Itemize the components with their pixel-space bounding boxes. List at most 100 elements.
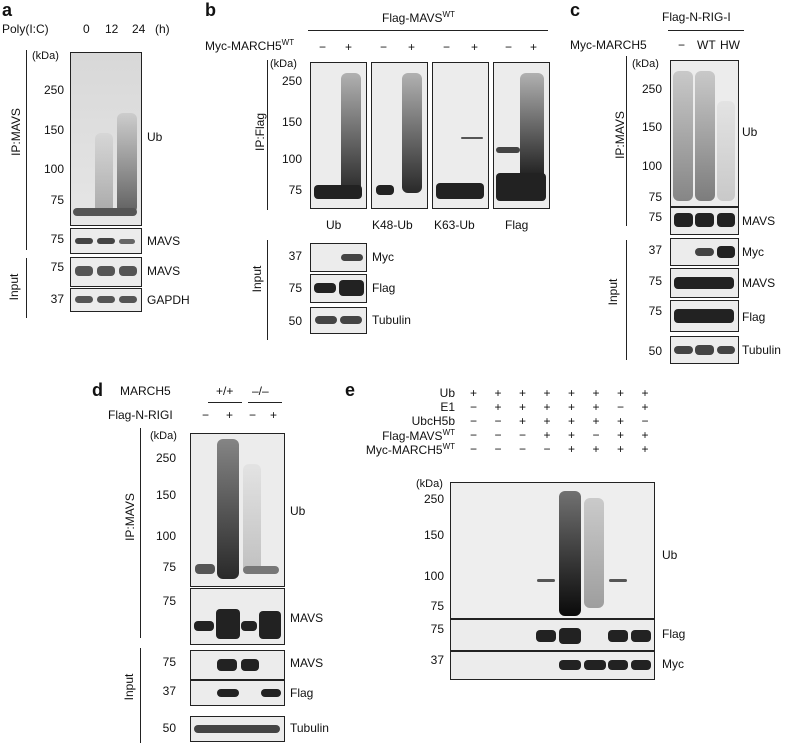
- flag-n-rig-i-label: Flag-N-RIG-I: [662, 10, 731, 24]
- lane-label-k48ub: K48-Ub: [372, 218, 413, 232]
- blot-label-e-myc: Myc: [662, 657, 684, 671]
- input-label-c: Input: [606, 278, 620, 306]
- condition-label-text: UbcH5b: [411, 414, 455, 428]
- blot-label-d-mavs: MAVS: [290, 611, 324, 625]
- sign-b-4: +: [408, 40, 416, 54]
- marker-c-150: 150: [641, 120, 662, 134]
- condition-sign: +: [641, 400, 649, 414]
- marker-d-250: 250: [155, 451, 176, 465]
- condition-label-text: Ub: [439, 386, 455, 400]
- blot-d-mavs: [190, 588, 285, 645]
- myc-march5-text: Myc-MARCH5: [205, 39, 282, 53]
- ip-label-c: IP:MAVS: [613, 111, 627, 159]
- sign-b-6: +: [471, 40, 479, 54]
- condition-sign: +: [543, 386, 551, 400]
- kda-label: (kDa): [32, 50, 59, 62]
- blot-label-input-mavs: MAVS: [147, 264, 181, 278]
- blot-label-e-flag: Flag: [662, 627, 686, 641]
- blot-d-ub: [190, 433, 285, 587]
- marker-d-mavs: 75: [162, 594, 176, 608]
- blot-label-c-myc: Myc: [742, 245, 764, 259]
- blot-label-c-tubulin: Tubulin: [742, 343, 781, 357]
- condition-sign: −: [494, 414, 502, 428]
- condition-sign: +: [592, 442, 600, 456]
- condition-sign: +: [641, 442, 649, 456]
- lane-c-hw: HW: [720, 38, 740, 52]
- condition-sign: +: [568, 400, 576, 414]
- condition-sign: +: [568, 414, 576, 428]
- marker-b-150: 150: [281, 115, 302, 129]
- ip-label-b: IP:Flag: [253, 113, 267, 152]
- marker-c-50: 50: [648, 344, 662, 358]
- marker-250: 250: [43, 83, 64, 97]
- marker-b-250: 250: [281, 74, 302, 88]
- condition-sign: +: [519, 414, 527, 428]
- kda-label-e: (kDa): [416, 478, 443, 490]
- condition-sign: +: [519, 400, 527, 414]
- condition-sign: −: [519, 428, 527, 442]
- lane-label-k63ub: K63-Ub: [434, 218, 475, 232]
- condition-sign: +: [592, 400, 600, 414]
- kda-label-c: (kDa): [632, 58, 659, 70]
- condition-sign: −: [470, 400, 478, 414]
- input-bracket: [26, 258, 27, 318]
- blot-label-d-ub: Ub: [290, 504, 306, 518]
- marker-input-mavs: 75: [50, 260, 64, 274]
- marker-c-37: 37: [648, 243, 662, 257]
- blot-b-tubulin: [310, 307, 367, 334]
- flag-mavs-sup: WT: [442, 10, 455, 19]
- flag-mavs-label: Flag-MAVSWT: [382, 10, 455, 25]
- flag-mavs-line: [308, 30, 548, 31]
- condition-sign: +: [494, 400, 502, 414]
- blot-label-c-input-mavs: MAVS: [742, 276, 776, 290]
- condition-sign: +: [519, 386, 527, 400]
- sign-b-2: +: [345, 40, 353, 54]
- condition-sign: −: [470, 442, 478, 456]
- timepoint-0: 0: [83, 22, 90, 36]
- condition-label-text: Flag-MAVS: [382, 429, 443, 443]
- panel-letter-e: e: [345, 380, 356, 400]
- blot-label-e-ub: Ub: [662, 548, 678, 562]
- condition-label: Ub: [440, 386, 455, 400]
- march5-label: MARCH5: [120, 384, 171, 398]
- marker-e-myc: 37: [430, 653, 444, 667]
- marker-75: 75: [50, 193, 64, 207]
- marker-d-37: 37: [162, 684, 176, 698]
- marker-d-75: 75: [162, 560, 176, 574]
- condition-sign: +: [568, 428, 576, 442]
- input-label-d: Input: [122, 673, 136, 701]
- lane-label-ub: Ub: [326, 218, 342, 232]
- marker-e-250: 250: [423, 492, 444, 506]
- marker-e-75: 75: [430, 599, 444, 613]
- kda-label-b: (kDa): [270, 58, 297, 70]
- panel-letter-b: b: [205, 0, 216, 20]
- marker-e-150: 150: [423, 528, 444, 542]
- sign-d-1: −: [202, 408, 210, 422]
- treatment-label: Poly(I:C): [2, 22, 49, 36]
- lane-c-minus: −: [678, 38, 686, 52]
- sign-d-4: +: [270, 408, 278, 422]
- sign-b-7: −: [505, 40, 513, 54]
- condition-sign: −: [494, 442, 502, 456]
- condition-sign: +: [494, 386, 502, 400]
- blot-b-flag: [493, 62, 550, 209]
- blot-label-c-flag: Flag: [742, 310, 766, 324]
- condition-sign: +: [543, 428, 551, 442]
- blot-label-d-flag: Flag: [290, 686, 314, 700]
- marker-100: 100: [43, 162, 64, 176]
- condition-label-sup: WT: [442, 442, 455, 451]
- ip-bracket: [26, 50, 27, 250]
- genotype-ko: –/–: [252, 384, 269, 398]
- condition-sign: −: [592, 428, 600, 442]
- input-bracket-d: [140, 648, 141, 743]
- condition-sign: +: [617, 428, 625, 442]
- blot-label-tubulin: Tubulin: [372, 313, 411, 327]
- genotype-line-2: [248, 402, 282, 403]
- blot-c-myc: [670, 238, 739, 266]
- condition-sign: +: [641, 428, 649, 442]
- blot-e-ub: [450, 482, 655, 619]
- marker-e-100: 100: [423, 569, 444, 583]
- blot-c-tubulin: [670, 336, 739, 364]
- blot-label-d-tubulin: Tubulin: [290, 721, 329, 735]
- condition-sign: +: [617, 442, 625, 456]
